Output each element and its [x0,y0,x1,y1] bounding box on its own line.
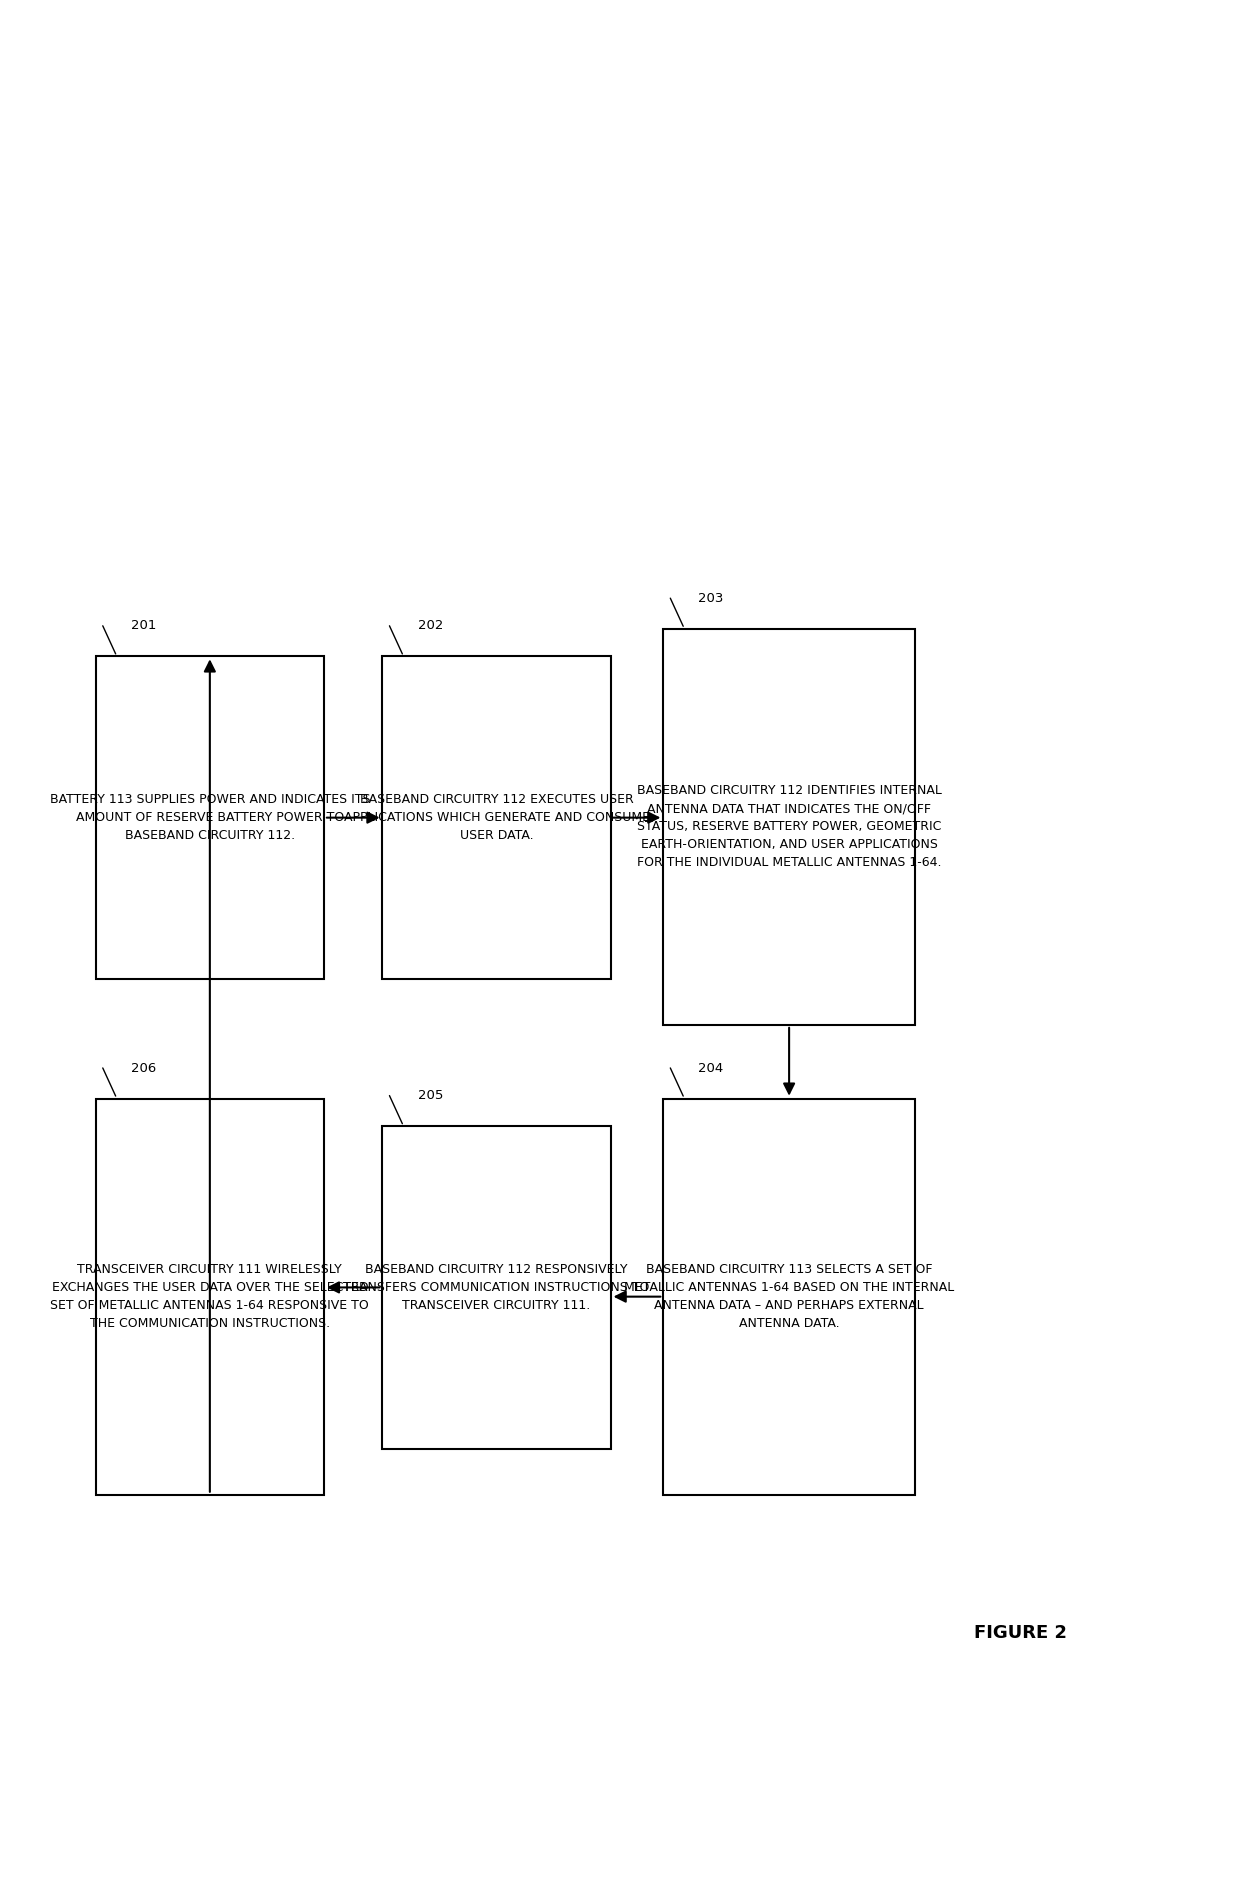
Text: BATTERY 113 SUPPLIES POWER AND INDICATES ITS
AMOUNT OF RESERVE BATTERY POWER TO
: BATTERY 113 SUPPLIES POWER AND INDICATES… [50,793,370,842]
Text: 205: 205 [418,1089,443,1102]
Text: BASEBAND CIRCUITRY 112 EXECUTES USER
APPLICATIONS WHICH GENERATE AND CONSUME
USE: BASEBAND CIRCUITRY 112 EXECUTES USER APP… [343,793,650,842]
Bar [382,656,610,980]
Text: 201: 201 [131,620,156,633]
Bar [382,1127,610,1449]
Text: FIGURE 2: FIGURE 2 [973,1624,1066,1641]
Bar [663,629,915,1025]
Bar [95,1098,324,1494]
Text: BASEBAND CIRCUITRY 112 RESPONSIVELY
TRANSFERS COMMUNICATION INSTRUCTIONS TO
TRAN: BASEBAND CIRCUITRY 112 RESPONSIVELY TRAN… [343,1262,650,1311]
Text: TRANSCEIVER CIRCUITRY 111 WIRELESSLY
EXCHANGES THE USER DATA OVER THE SELECTED
S: TRANSCEIVER CIRCUITRY 111 WIRELESSLY EXC… [51,1262,370,1330]
Text: 206: 206 [131,1063,156,1074]
Bar [663,1098,915,1494]
Bar [95,656,324,980]
Text: BASEBAND CIRCUITRY 112 IDENTIFIES INTERNAL
ANTENNA DATA THAT INDICATES THE ON/OF: BASEBAND CIRCUITRY 112 IDENTIFIES INTERN… [636,784,941,869]
Text: 202: 202 [418,620,443,633]
Text: BASEBAND CIRCUITRY 113 SELECTS A SET OF
METALLIC ANTENNAS 1-64 BASED ON THE INTE: BASEBAND CIRCUITRY 113 SELECTS A SET OF … [624,1262,955,1330]
Text: 204: 204 [698,1063,724,1074]
Text: 203: 203 [698,592,724,605]
